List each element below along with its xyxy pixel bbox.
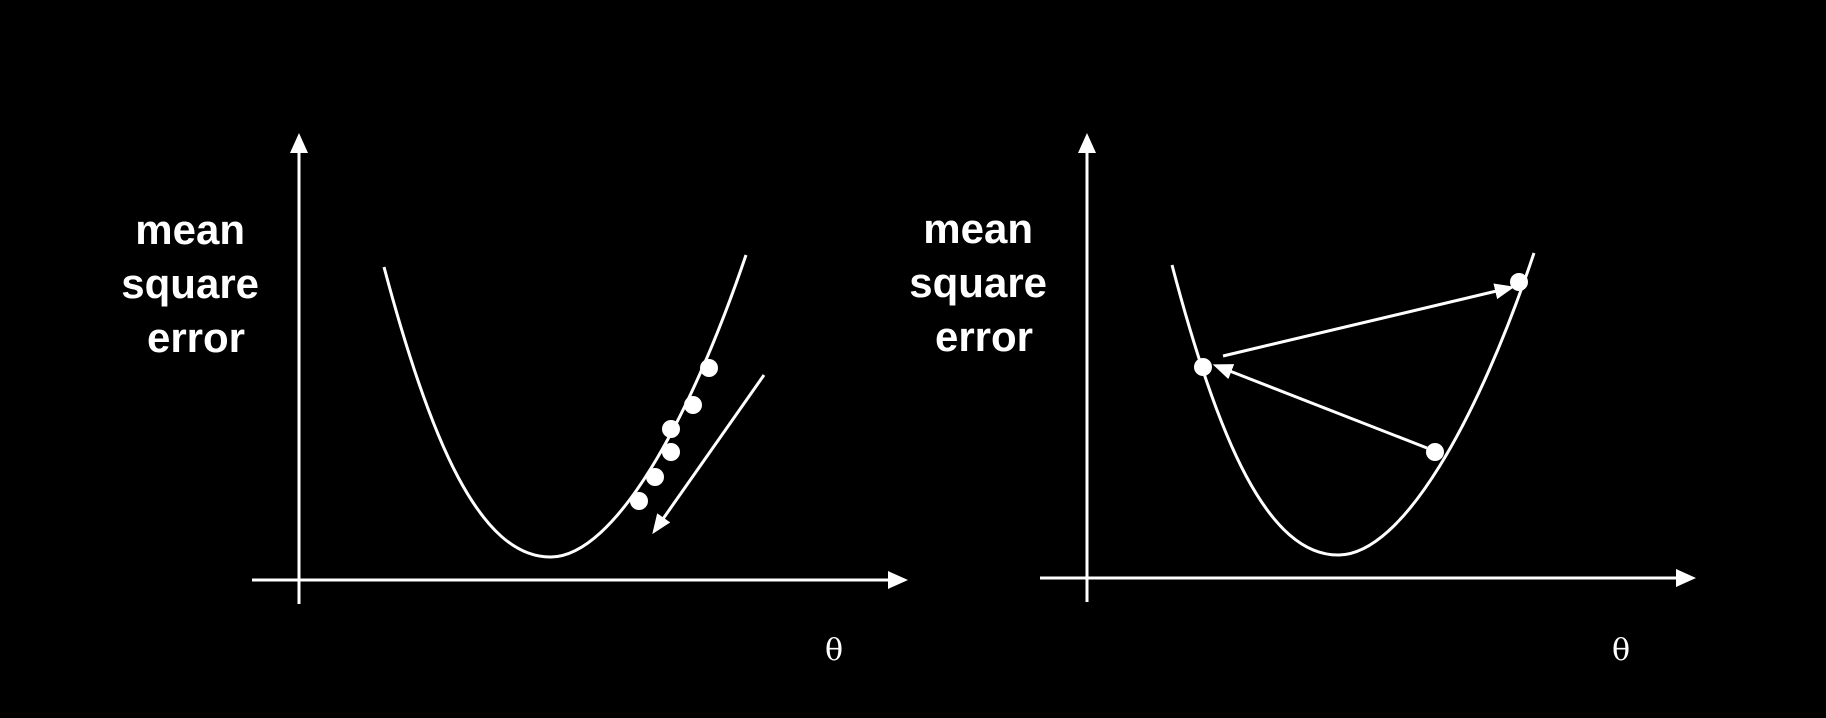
- y-label-line-2: square: [909, 259, 1047, 306]
- y-label-line-3: error: [147, 314, 245, 361]
- step-point: [646, 468, 664, 486]
- y-label-line-1: mean: [135, 206, 245, 253]
- y-axis-arrowhead: [1078, 133, 1096, 153]
- step-point: [1510, 273, 1528, 291]
- descent-points: [1194, 273, 1528, 461]
- y-axis-label: mean square error: [909, 205, 1058, 360]
- y-label-line-2: square: [121, 260, 259, 307]
- step-point: [630, 492, 648, 510]
- x-axis-arrowhead: [1676, 569, 1696, 587]
- step-point: [1426, 443, 1444, 461]
- x-axis-label: θ: [1612, 633, 1630, 668]
- y-label-line-1: mean: [923, 205, 1033, 252]
- descent-direction-arrow: [652, 374, 766, 535]
- y-axis-arrowhead: [290, 133, 308, 153]
- step-point: [662, 420, 680, 438]
- step-point: [662, 443, 680, 461]
- left-panel: mean square error θ: [121, 133, 908, 668]
- error-curve: [1170, 252, 1536, 557]
- y-axis-label: mean square error: [121, 206, 270, 361]
- step-point: [700, 359, 718, 377]
- overshoot-arrow-left: [1212, 364, 1428, 450]
- y-label-line-3: error: [935, 313, 1033, 360]
- right-panel: mean square error θ: [909, 133, 1696, 668]
- overshoot-arrow-right: [1222, 283, 1515, 358]
- step-point: [684, 396, 702, 414]
- step-point: [1194, 358, 1212, 376]
- x-axis-arrowhead: [888, 571, 908, 589]
- x-axis-label: θ: [825, 633, 843, 668]
- descent-points: [630, 359, 718, 510]
